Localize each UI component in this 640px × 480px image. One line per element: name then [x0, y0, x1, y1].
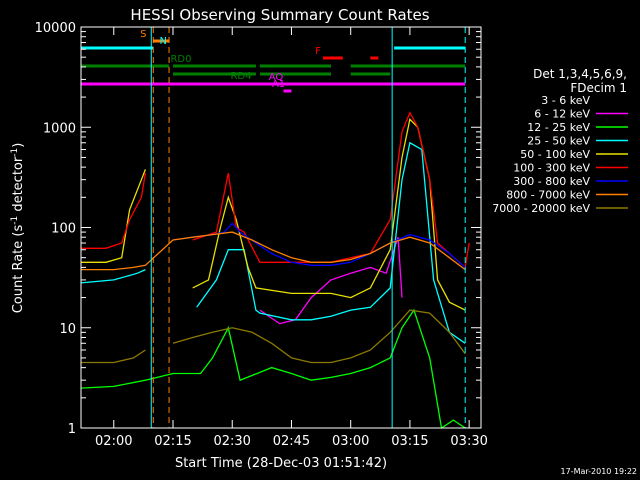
y-axis-label-sup2: -1 — [10, 148, 20, 157]
legend-header-line-2: FDecim 1 — [570, 81, 627, 95]
x-tick-label-02-00: 02:00 — [95, 434, 132, 449]
flag-label-aq: AQ — [269, 72, 284, 83]
flag-label-a1: A1 — [272, 79, 285, 90]
flag-label-s: S — [140, 29, 146, 40]
legend-label-300-800-kev: 300 - 800 keV — [513, 175, 590, 188]
y-axis-label-sup1: -1 — [10, 216, 20, 225]
timestamp: 17-Mar-2010 19:22 — [561, 467, 638, 476]
y-axis-label-mid: detector — [11, 156, 26, 216]
legend-label-6-12-kev: 6 - 12 keV — [534, 108, 590, 121]
legend-label-50-100-kev: 50 - 100 keV — [520, 148, 590, 161]
legend-label-800-7000-kev: 800 - 7000 keV — [506, 189, 590, 202]
legend-header-line-1: Det 1,3,4,5,6,9, — [533, 67, 627, 81]
y-axis-label-main: Count Rate (s — [11, 225, 26, 314]
y-tick-label-1: 1 — [68, 422, 76, 437]
chart-title: HESSI Observing Summary Count Rates — [130, 6, 429, 24]
x-axis-label: Start Time (28-Dec-03 01:51:42) — [175, 456, 387, 471]
x-tick-label-03-30: 03:30 — [450, 434, 487, 449]
axis-layer: 02:00 02:15 02:30 02:45 03:00 03:15 03:30 1 10 10… — [35, 21, 488, 449]
flag-label-f: F — [315, 46, 321, 57]
y-tick-label-10: 10 — [59, 322, 76, 337]
y-axis-label: Count Rate (s-1 detector-1) — [10, 143, 26, 314]
flag-label-n: N — [160, 36, 167, 47]
series-3-6-kev — [232, 267, 407, 429]
series-300-800-kev — [172, 222, 466, 268]
legend-label-12-25-kev: 12 - 25 keV — [527, 121, 590, 134]
legend-label-7000-20000-kev: 7000 - 20000 keV — [492, 202, 590, 215]
legend-label-3-6-kev: 3 - 6 keV — [541, 94, 590, 107]
legend-label-100-300-kev: 100 - 300 keV — [513, 162, 590, 175]
series-25-50-kev — [80, 141, 466, 344]
x-tick-label-03-00: 03:00 — [332, 434, 369, 449]
flag-label-rd4: RD4 — [230, 71, 251, 82]
x-tick-label-02-15: 02:15 — [154, 434, 191, 449]
legend-label-25-50-kev: 25 - 50 keV — [527, 135, 590, 148]
x-tick-label-02-45: 02:45 — [273, 434, 310, 449]
series-100-300-kev — [81, 111, 470, 269]
y-tick-label-10000: 10000 — [35, 21, 76, 36]
x-tick-label-02-30: 02:30 — [213, 434, 250, 449]
series-12-25-kev — [80, 308, 466, 430]
y-tick-label-100: 100 — [51, 222, 76, 237]
series-7000-20000-kev — [81, 309, 466, 364]
y-tick-label-1000: 1000 — [43, 121, 76, 136]
series-layer — [80, 111, 470, 430]
flag-label-rd0: RD0 — [170, 54, 191, 65]
x-tick-label-03-15: 03:15 — [391, 434, 428, 449]
y-axis-label-end: ) — [11, 143, 26, 148]
series-800-7000-kev — [81, 231, 466, 271]
